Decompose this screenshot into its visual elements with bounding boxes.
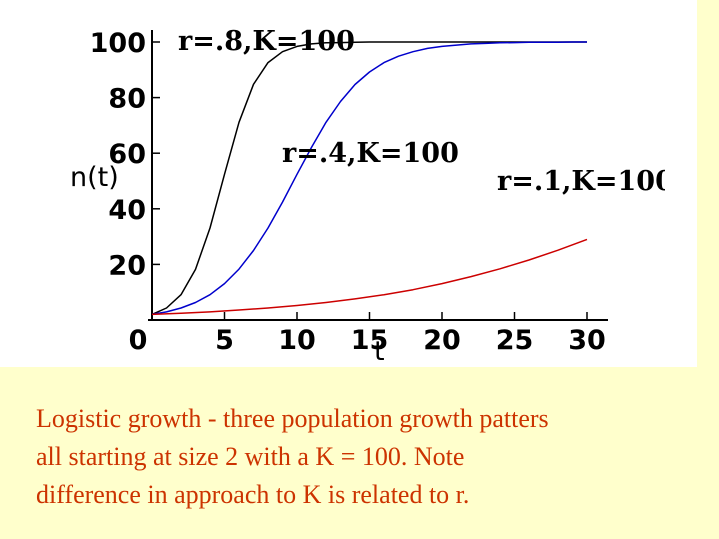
chart-labels: n(t) t r=.8,K=100 r=.4,K=100 r=.1,K=100	[70, 26, 674, 367]
x-tick-label: 10	[278, 325, 316, 356]
logistic-growth-chart: 0 5 10 15 20 25 30 20 40 60 80 100 n(t) t r=.8,K=10…	[70, 26, 674, 367]
x-tick-label: 25	[496, 325, 534, 356]
x-axis-label: t	[374, 336, 385, 367]
label-clip	[665, 0, 697, 367]
x-tick-label: 15	[351, 325, 389, 356]
x-tick-label: 0	[129, 325, 148, 356]
x-tick-label: 20	[423, 325, 461, 356]
series-line-r01	[151, 238, 588, 316]
series-lines	[151, 41, 588, 316]
y-axis-label: n(t)	[70, 162, 119, 193]
x-tick-label: 30	[568, 325, 606, 356]
series-label-r08: r=.8,K=100	[178, 26, 355, 57]
y-tick-label: 20	[108, 250, 146, 281]
series-label-r01: r=.1,K=100	[497, 166, 674, 197]
y-tick-label: 80	[108, 84, 146, 115]
y-tick-label: 60	[108, 139, 146, 170]
caption-line-3: difference in approach to K is related t…	[36, 480, 470, 509]
caption-line-1: Logistic growth - three population growt…	[36, 404, 549, 433]
caption: Logistic growth - three population growt…	[36, 400, 706, 514]
series-line-r04	[151, 41, 587, 316]
ticks: 0 5 10 15 20 25 30 20 40 60 80 100	[90, 28, 606, 356]
y-tick-label: 40	[108, 195, 146, 226]
plot-panel: 0 5 10 15 20 25 30 20 40 60 80 100 n(t) t r=.8,K=10…	[0, 0, 697, 367]
x-tick-label: 5	[215, 325, 234, 356]
caption-line-2: all starting at size 2 with a K = 100. N…	[36, 442, 465, 471]
series-label-r04: r=.4,K=100	[282, 138, 459, 169]
y-tick-label: 100	[90, 28, 146, 59]
